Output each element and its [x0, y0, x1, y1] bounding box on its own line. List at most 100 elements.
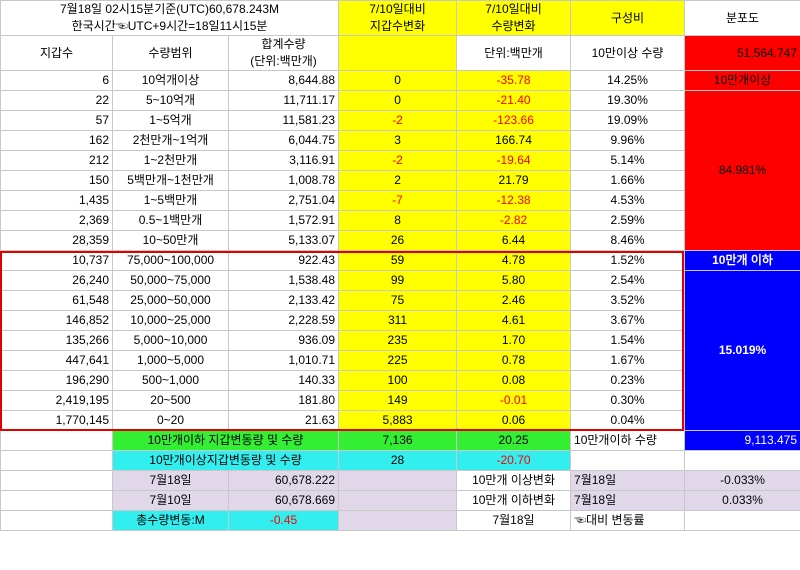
qty-range: 5백만개~1천만개 [112, 170, 229, 191]
footer-row: 10만개이상지갑변동량 및 수량 28 -20.70 [0, 450, 800, 471]
wallet-count: 28,359 [0, 230, 113, 251]
qty-change: -35.78 [456, 70, 572, 91]
dist-under100k-label: 10만개 이하 [684, 250, 800, 271]
over-change-row-label: 10만개 이상변화 [456, 470, 572, 491]
title-cell: 7월18일 02시15분기준(UTC)60,678.243M 한국시간☜UTC+… [0, 0, 340, 36]
date2-label: 7월10일 [112, 490, 229, 511]
table-row: 146,852 10,000~25,000 2,228.59 311 4.61 3.67% [0, 310, 800, 331]
blank-cell [0, 450, 113, 471]
over100k-value: 51,564.747 [684, 35, 800, 71]
table-row: 447,641 1,000~5,000 1,010.71 225 0.78 1.67% [0, 350, 800, 371]
dist-header: 분포도 [684, 0, 800, 36]
total-qty: 2,133.42 [227, 290, 340, 311]
date1-value: 60,678.222 [227, 470, 340, 491]
wallet-change: 311 [338, 310, 458, 331]
qty-change: 0.08 [456, 370, 572, 391]
blank-cell [0, 490, 113, 511]
title-line2: 한국시간☜UTC+9시간=18일11시15분 [71, 19, 268, 33]
over-change-pct: -0.033% [684, 470, 800, 491]
ratio: 3.52% [570, 290, 686, 311]
table-row: 1,435 1~5백만개 2,751.04 -7 -12.38 4.53% [0, 190, 800, 211]
qty-range: 10억개이상 [112, 70, 229, 91]
wallet-count: 146,852 [0, 310, 113, 331]
wallet-count: 2,369 [0, 210, 113, 231]
last-label: ☜대비 변동률 [570, 510, 686, 531]
total-qty: 1,008.78 [227, 170, 340, 191]
under100k-qty-change: 20.25 [456, 430, 572, 451]
blank-cell [570, 450, 686, 471]
qty-change: -19.64 [456, 150, 572, 171]
subheader-row: 지갑수 수량범위 합계수량 (단위:백만개) 단위:백만개 10만이상 수량 5… [0, 35, 800, 71]
ratio: 1.66% [570, 170, 686, 191]
ratio: 19.30% [570, 90, 686, 111]
footer-row: 7월18일 60,678.222 10만개 이상변화 7월18일 -0.033% [0, 470, 800, 491]
wallet-change: 2 [338, 170, 458, 191]
wallet-change: 8 [338, 210, 458, 231]
qty-change: -0.01 [456, 390, 572, 411]
qty-range: 1~5백만개 [112, 190, 229, 211]
table-row: 1,770,145 0~20 21.63 5,883 0.06 0.04% [0, 410, 800, 431]
dist-over100k-label: 10만개이상 [684, 70, 800, 91]
wallet-count: 57 [0, 110, 113, 131]
wallet-count: 1,435 [0, 190, 113, 211]
ratio: 5.14% [570, 150, 686, 171]
blank-cell [0, 510, 113, 531]
table-row: 57 1~5억개 11,581.23 -2 -123.66 19.09% [0, 110, 800, 131]
qty-range: 50,000~75,000 [112, 270, 229, 291]
wallet-change: 99 [338, 270, 458, 291]
wallet-change: 26 [338, 230, 458, 251]
blank-cell [338, 490, 458, 511]
qty-range: 25,000~50,000 [112, 290, 229, 311]
over100k-label: 10만이상 수량 [570, 35, 686, 71]
table-row: 212 1~2천만개 3,116.91 -2 -19.64 5.14% [0, 150, 800, 171]
ratio: 2.54% [570, 270, 686, 291]
qty-change: 4.61 [456, 310, 572, 331]
wallet-change: -7 [338, 190, 458, 211]
table-row: 135,266 5,000~10,000 936.09 235 1.70 1.54% [0, 330, 800, 351]
footer-row: 7월10일 60,678.669 10만개 이하변화 7월18일 0.033% [0, 490, 800, 511]
dist-over100k-pct: 84.981% [684, 90, 800, 251]
qty-change: 5.80 [456, 270, 572, 291]
total-qty: 140.33 [227, 370, 340, 391]
ratio: 2.59% [570, 210, 686, 231]
wallet-change: -2 [338, 110, 458, 131]
under-change-pct: 0.033% [684, 490, 800, 511]
ratio: 0.30% [570, 390, 686, 411]
total-qty-header: 합계수량 (단위:백만개) [227, 35, 340, 71]
table-row: 22 5~10억개 11,711.17 0 -21.40 19.30% 84.981% [0, 90, 800, 251]
under-change-row-label: 10만개 이하변화 [456, 490, 572, 511]
qty-change: -2.82 [456, 210, 572, 231]
total-qty: 11,581.23 [227, 110, 340, 131]
wallet-count: 61,548 [0, 290, 113, 311]
wallet-change: 0 [338, 70, 458, 91]
date2-value: 60,678.669 [227, 490, 340, 511]
wallet-change: 59 [338, 250, 458, 271]
total-qty: 21.63 [227, 410, 340, 431]
table-row: 150 5백만개~1천만개 1,008.78 2 21.79 1.66% [0, 170, 800, 191]
ratio: 9.96% [570, 130, 686, 151]
total-qty: 1,572.91 [227, 210, 340, 231]
wallet-change: 3 [338, 130, 458, 151]
wallet-change: 0 [338, 90, 458, 111]
total-qty: 8,644.88 [227, 70, 340, 91]
wallet-change-header: 7/10일대비 지갑수변화 [338, 0, 458, 36]
blank-cell [338, 510, 458, 531]
wallet-count: 2,419,195 [0, 390, 113, 411]
qty-change: 4.78 [456, 250, 572, 271]
under100k-qty-value: 9,113.475 [684, 430, 800, 451]
wallet-distribution-table: 7월18일 02시15분기준(UTC)60,678.243M 한국시간☜UTC+… [0, 0, 800, 531]
qty-change: 1.70 [456, 330, 572, 351]
ratio: 0.23% [570, 370, 686, 391]
under100k-qty-label: 10만개이하 수량 [570, 430, 686, 451]
qty-range: 1,000~5,000 [112, 350, 229, 371]
over-change-date: 7월18일 [570, 470, 686, 491]
qty-change: -21.40 [456, 90, 572, 111]
ratio: 14.25% [570, 70, 686, 91]
qty-range: 10,000~25,000 [112, 310, 229, 331]
table-row: 10,737 75,000~100,000 922.43 59 4.78 1.52% 10만… [0, 250, 800, 271]
wallet-change: 75 [338, 290, 458, 311]
under100k-change-label: 10만개이하 지갑변동량 및 수량 [111, 430, 340, 451]
last-date: 7월18일 [456, 510, 572, 531]
total-qty: 1,010.71 [227, 350, 340, 371]
